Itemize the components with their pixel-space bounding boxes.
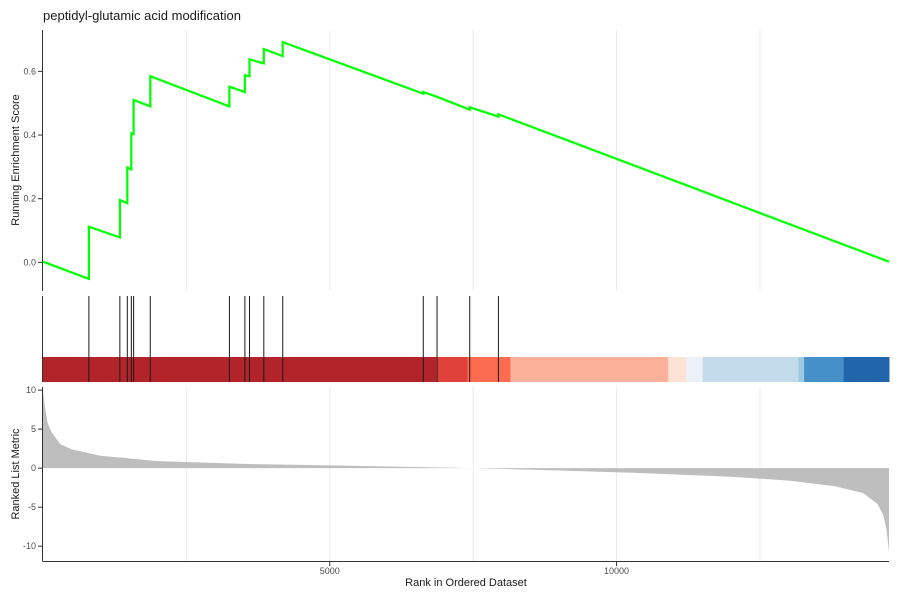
y-tick-label: -10 <box>23 541 36 551</box>
y-tick-label: 0.4 <box>23 130 36 140</box>
y-tick-label: 0 <box>31 463 36 473</box>
x-tick-label: 5000 <box>320 566 340 576</box>
y-tick-label: -5 <box>28 502 36 512</box>
color-bar-segment <box>702 357 799 382</box>
color-bar-segment <box>686 357 704 382</box>
y-tick-label: 0.6 <box>23 66 36 76</box>
y-tick-label: 0.2 <box>23 194 36 204</box>
color-bar-segment <box>435 357 468 382</box>
color-bar-segment <box>467 357 511 382</box>
color-bar-segment <box>804 357 845 382</box>
ranking-color-bar <box>43 357 890 382</box>
color-bar-segment <box>668 357 688 382</box>
running-score-line <box>42 40 890 281</box>
running-score-ticks: 0.0 0.2 0.4 0.6 <box>23 66 43 267</box>
ranked-metric-area <box>43 390 889 553</box>
ranked-metric-axis <box>42 387 889 562</box>
running-score-ylabel: Running Enrichment Score <box>10 94 22 225</box>
grid-lines <box>185 30 761 561</box>
x-axis-label: Rank in Ordered Dataset <box>405 577 527 589</box>
x-axis-ticks: 5000 10000 <box>320 561 629 576</box>
x-tick-label: 10000 <box>604 566 629 576</box>
chart-title: peptidyl-glutamic acid modification <box>43 8 241 23</box>
y-tick-label: 5 <box>31 424 36 434</box>
gene-hit-marks <box>88 296 499 382</box>
color-bar-segment <box>510 357 669 382</box>
ranked-metric-ylabel: Ranked List Metric <box>10 428 22 520</box>
y-tick-label: 0.0 <box>23 257 36 267</box>
color-bar-segment <box>798 357 805 382</box>
y-tick-label: 10 <box>26 385 36 395</box>
ranked-metric-ticks: 10 5 0 -5 -10 <box>23 385 43 551</box>
color-bar-segment <box>43 357 437 382</box>
color-bar-segment <box>843 357 890 382</box>
